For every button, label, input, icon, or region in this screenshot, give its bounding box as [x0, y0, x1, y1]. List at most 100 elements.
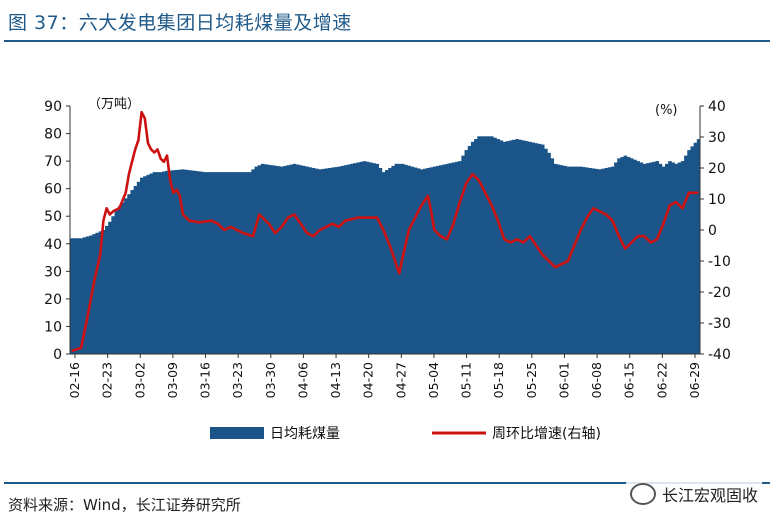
bar [216, 172, 220, 354]
bar [318, 169, 322, 354]
bar [502, 141, 507, 354]
bar [394, 163, 399, 354]
bar [677, 162, 682, 354]
bar [645, 163, 650, 354]
bar [108, 221, 112, 354]
bar [630, 158, 634, 354]
bar [420, 169, 424, 354]
bar [283, 165, 287, 354]
bar [461, 155, 465, 354]
bar [601, 168, 605, 354]
bar [486, 136, 491, 354]
bar [595, 168, 599, 354]
bar [305, 166, 310, 354]
bar [229, 172, 233, 354]
bar [388, 168, 392, 354]
bar [225, 172, 230, 354]
left-tick-label: 60 [44, 182, 62, 198]
bar [407, 165, 411, 354]
bar [588, 168, 593, 354]
bar [311, 168, 316, 354]
x-tick-label: 04-06 [295, 362, 310, 398]
bar [378, 168, 383, 354]
chart: 0 10 20 30 40 50 60 70 80 90 -40 -30 -20 -10 0 10 20 30 40… [44, 97, 731, 442]
left-tick-label: 50 [44, 209, 62, 225]
left-tick-label: 70 [44, 154, 62, 170]
bar [575, 166, 580, 354]
bar [687, 150, 691, 354]
left-tick-label: 40 [44, 237, 62, 253]
bar [365, 161, 370, 354]
bar [518, 139, 523, 354]
x-tick-label: 06-22 [654, 362, 669, 398]
bar [404, 164, 408, 354]
bar [493, 137, 497, 354]
right-unit-label: (%) [655, 103, 678, 118]
bar [162, 171, 166, 354]
bar [696, 139, 701, 354]
bar [464, 150, 469, 354]
bar [544, 148, 548, 354]
x-tick-label: 05-18 [491, 362, 506, 398]
bar [257, 165, 262, 354]
bar [136, 181, 141, 354]
bar [133, 185, 138, 354]
bar [397, 163, 402, 354]
bar [665, 163, 669, 354]
x-tick-label: 03-09 [165, 362, 180, 398]
bar [330, 167, 335, 354]
left-tick-label: 0 [53, 347, 62, 363]
x-tick-label: 03-30 [263, 362, 278, 398]
legend-bar-label: 日均耗煤量 [270, 426, 340, 442]
bar [140, 177, 144, 354]
bar [340, 165, 345, 354]
bar [496, 139, 500, 354]
x-tick-label: 05-04 [426, 362, 441, 398]
bar [442, 164, 446, 354]
bar [674, 163, 679, 354]
bar [206, 172, 211, 354]
right-tick-label: -30 [708, 316, 731, 332]
bar [159, 172, 163, 354]
bar [194, 170, 198, 354]
bar [512, 139, 516, 354]
bar [203, 172, 208, 354]
bar [213, 172, 217, 354]
bar [152, 172, 157, 354]
bar [423, 168, 427, 354]
bar [245, 172, 249, 354]
bar [610, 166, 615, 354]
bar [432, 166, 437, 354]
x-tick-label: 02-23 [100, 362, 115, 398]
bar [92, 234, 96, 354]
bar [560, 165, 564, 354]
bar [540, 144, 545, 354]
watermark-text: 长江宏观固收 [661, 486, 758, 505]
bar [649, 162, 653, 354]
bar [569, 166, 574, 354]
legend-bar-swatch [210, 427, 264, 439]
bar [439, 165, 443, 354]
x-tick-label: 05-11 [459, 362, 474, 398]
line-series [71, 110, 699, 353]
left-tick-label: 20 [44, 292, 62, 308]
bar [130, 190, 135, 354]
right-tick-label: 0 [708, 223, 717, 239]
bar [429, 167, 434, 354]
bar [499, 140, 504, 354]
bar [248, 172, 252, 354]
x-tick-label: 05-25 [524, 362, 539, 398]
bar [525, 141, 529, 354]
bar [343, 165, 348, 354]
left-tick-label: 10 [44, 319, 62, 335]
right-tick-label: -40 [708, 347, 731, 363]
right-tick-label: -10 [708, 254, 731, 270]
bar [321, 168, 325, 354]
bar [70, 238, 74, 354]
bar [315, 168, 319, 354]
bar [175, 169, 179, 354]
bar [658, 163, 663, 354]
right-tick-label: 20 [708, 161, 726, 177]
left-tick-label: 80 [44, 127, 62, 143]
bar [385, 170, 389, 354]
